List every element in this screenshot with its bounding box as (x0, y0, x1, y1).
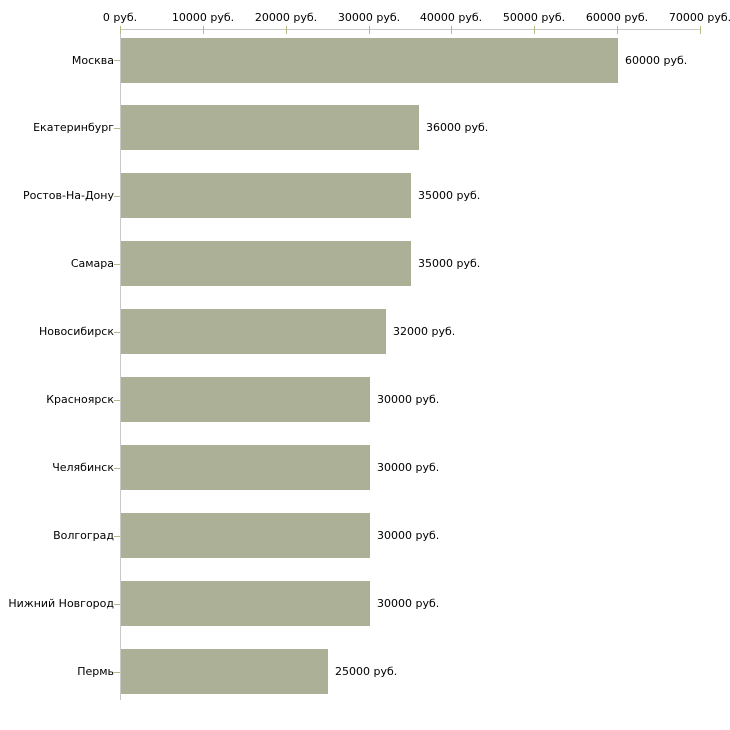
value-label: 30000 руб. (377, 529, 440, 542)
category-tick (114, 128, 120, 129)
category-label: Челябинск (52, 461, 114, 474)
x-axis-tick (286, 26, 287, 34)
x-axis-tick-label: 10000 руб. (171, 11, 235, 24)
value-label: 35000 руб. (418, 257, 481, 270)
x-axis-tick (203, 26, 204, 34)
bar (121, 105, 419, 150)
value-label: 32000 руб. (393, 325, 456, 338)
y-axis-line (120, 29, 121, 700)
category-label: Пермь (77, 665, 114, 678)
bar (121, 377, 370, 422)
x-axis-tick (617, 26, 618, 34)
bar (121, 445, 370, 490)
value-label: 36000 руб. (426, 121, 489, 134)
x-axis-tick-label: 70000 руб. (668, 11, 730, 24)
x-axis-tick-label: 0 руб. (102, 11, 138, 24)
x-axis-tick (451, 26, 452, 34)
category-tick (114, 60, 120, 61)
value-label: 30000 руб. (377, 461, 440, 474)
category-tick (114, 672, 120, 673)
value-label: 35000 руб. (418, 189, 481, 202)
category-tick (114, 604, 120, 605)
category-tick (114, 400, 120, 401)
category-label: Волгоград (53, 529, 114, 542)
x-axis-tick-label: 40000 руб. (419, 11, 483, 24)
category-tick (114, 264, 120, 265)
bar (121, 649, 328, 694)
x-axis-tick-label: 50000 руб. (502, 11, 566, 24)
category-label: Новосибирск (38, 325, 114, 338)
value-label: 30000 руб. (377, 597, 440, 610)
category-label: Ростов-На-Дону (22, 189, 114, 202)
category-tick (114, 332, 120, 333)
bar (121, 513, 370, 558)
category-label: Екатеринбург (33, 121, 114, 134)
x-axis-tick (369, 26, 370, 34)
category-tick (114, 196, 120, 197)
bar (121, 309, 386, 354)
value-label: 30000 руб. (377, 393, 440, 406)
x-axis-line (120, 29, 701, 30)
x-axis-tick-label: 30000 руб. (337, 11, 401, 24)
bar (121, 581, 370, 626)
category-tick (114, 468, 120, 469)
x-axis-tick (700, 26, 701, 34)
bar (121, 241, 411, 286)
category-label: Москва (71, 54, 114, 67)
x-axis-tick-label: 20000 руб. (254, 11, 318, 24)
bar (121, 38, 618, 83)
category-label: Красноярск (46, 393, 114, 406)
category-label: Самара (70, 257, 114, 270)
x-axis-tick (120, 26, 121, 34)
x-axis-tick (534, 26, 535, 34)
value-label: 60000 руб. (625, 54, 688, 67)
x-axis-tick-label: 60000 руб. (585, 11, 649, 24)
value-label: 25000 руб. (335, 665, 398, 678)
bar (121, 173, 411, 218)
category-tick (114, 536, 120, 537)
category-label: Нижний Новгород (8, 597, 114, 610)
